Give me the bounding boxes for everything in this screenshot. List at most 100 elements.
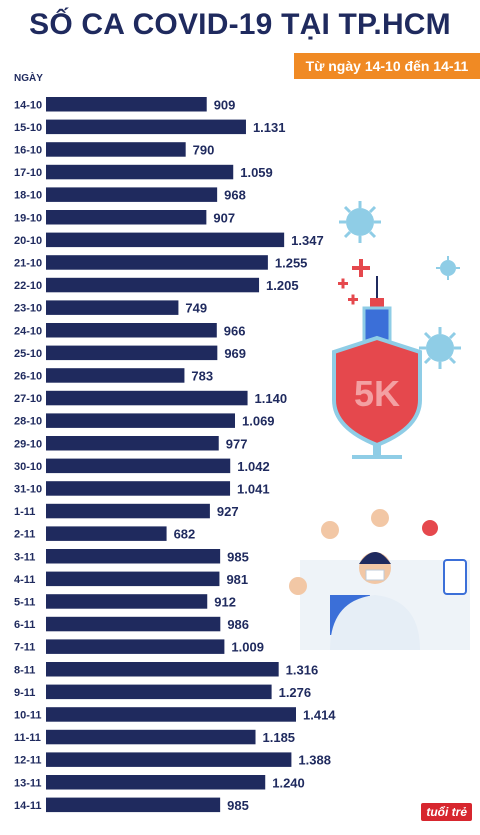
value-label: 969 (224, 346, 246, 361)
bar (46, 684, 272, 700)
svg-text:5K: 5K (354, 373, 400, 414)
value-label: 927 (217, 504, 239, 519)
bar (46, 594, 208, 609)
category-label: 2-11 (14, 529, 35, 541)
bar (46, 503, 210, 519)
value-label: 749 (185, 301, 207, 316)
bar (46, 345, 218, 361)
bar (46, 707, 296, 722)
bar (46, 277, 260, 293)
value-label: 985 (227, 549, 249, 564)
bar (46, 458, 231, 474)
value-label: 912 (214, 594, 236, 609)
date-range-badge: Từ ngày 14-10 đến 14-11 (294, 53, 480, 79)
category-label: 20-10 (14, 235, 42, 247)
bar (46, 164, 234, 180)
bar (46, 526, 167, 541)
value-label: 1.131 (253, 120, 286, 135)
value-label: 1.185 (263, 730, 296, 745)
value-label: 1.388 (298, 753, 331, 768)
category-label: 8-11 (14, 664, 35, 676)
value-label: 1.316 (286, 662, 319, 677)
category-label: 1-11 (14, 506, 35, 518)
category-label: 22-10 (14, 280, 42, 292)
value-label: 1.205 (266, 278, 299, 293)
value-label: 909 (214, 97, 236, 112)
category-label: 7-11 (14, 642, 35, 654)
value-label: 985 (227, 798, 249, 813)
value-label: 1.240 (272, 775, 305, 790)
bar (46, 549, 221, 564)
category-label: 3-11 (14, 551, 35, 563)
bar (46, 210, 207, 225)
value-label: 1.255 (275, 255, 308, 270)
category-label: 5-11 (14, 596, 35, 608)
category-label: 21-10 (14, 257, 42, 269)
value-label: 790 (193, 142, 215, 157)
virus-icon (339, 201, 381, 243)
category-label: 4-11 (14, 574, 35, 586)
vaccine-shield-icon: 5K (332, 276, 422, 459)
value-label: 1.414 (303, 707, 336, 722)
bar (46, 142, 186, 157)
category-label: 16-10 (14, 144, 42, 156)
value-label: 1.069 (242, 414, 275, 429)
category-label: 14-10 (14, 99, 42, 111)
category-label: 18-10 (14, 190, 42, 202)
category-label: 26-10 (14, 370, 42, 382)
bar (46, 662, 279, 677)
virus-icon (419, 327, 461, 369)
category-label: 23-10 (14, 303, 42, 315)
plus-icon (338, 259, 370, 305)
bar (46, 436, 219, 451)
value-label: 968 (224, 188, 246, 203)
value-label: 977 (226, 436, 248, 451)
value-label: 1.140 (255, 391, 288, 406)
value-label: 966 (224, 323, 246, 338)
value-label: 783 (191, 368, 213, 383)
bar (46, 752, 292, 767)
category-label: 6-11 (14, 619, 35, 631)
bar (46, 729, 256, 745)
category-label: 17-10 (14, 167, 42, 179)
value-label: 1.042 (237, 459, 270, 474)
value-label: 907 (213, 210, 235, 225)
category-label: 15-10 (14, 122, 42, 134)
bar (46, 368, 185, 383)
category-label: 19-10 (14, 212, 42, 224)
category-label: 12-11 (14, 755, 42, 767)
category-label: 10-11 (14, 709, 42, 721)
category-label: 30-10 (14, 461, 42, 473)
bar (46, 571, 220, 587)
category-label: 28-10 (14, 416, 42, 428)
bar (46, 232, 285, 248)
bar (46, 255, 268, 270)
category-label: 29-10 (14, 438, 42, 450)
category-label: 25-10 (14, 348, 42, 360)
bar (46, 797, 221, 813)
category-label: 24-10 (14, 325, 42, 337)
value-label: 1.059 (240, 165, 273, 180)
value-label: 981 (226, 572, 248, 587)
category-label: 11-11 (14, 732, 41, 744)
value-label: 1.347 (291, 233, 324, 248)
value-label: 682 (174, 527, 196, 542)
bar (46, 390, 248, 406)
bar (46, 187, 218, 202)
tuoi-tre-logo: tuổi trẻ (421, 803, 472, 821)
value-label: 1.041 (237, 481, 270, 496)
bar (46, 481, 231, 496)
virus-icon (436, 256, 460, 280)
value-label: 1.009 (231, 640, 264, 655)
bar (46, 323, 217, 338)
bar (46, 300, 179, 315)
category-label: 31-10 (14, 483, 42, 495)
category-label: 9-11 (14, 687, 35, 699)
bar (46, 413, 236, 428)
bar (46, 775, 266, 790)
axis-label-date: NGÀY (14, 73, 43, 84)
doctor-illustration (289, 509, 470, 650)
category-label: 13-11 (14, 777, 42, 789)
